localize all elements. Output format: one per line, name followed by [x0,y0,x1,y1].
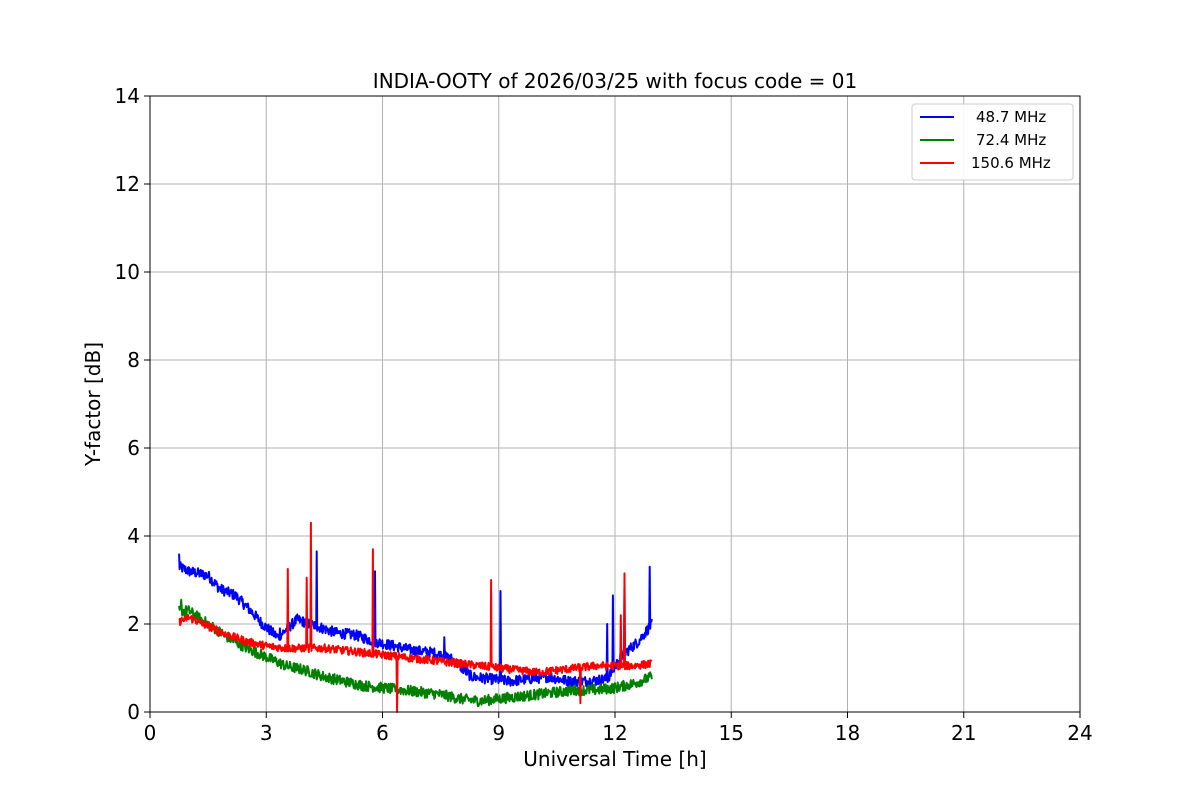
y-tick-label: 6 [127,436,140,460]
series-line [178,598,653,708]
y-tick-label: 14 [115,84,140,108]
x-tick-label: 0 [144,721,157,745]
y-tick-label: 2 [127,612,140,636]
series-layer [178,521,653,713]
x-tick-label: 3 [260,721,273,745]
legend-label-48-7: 48.7 MHz [976,108,1046,126]
legend-label-72-4: 72.4 MHz [976,131,1046,149]
series-line [178,550,653,688]
y-axis-label: Y-factor [dB] [81,342,105,467]
series-48-7-mhz [178,550,653,688]
legend-label-150-6: 150.6 MHz [971,154,1051,172]
x-tick-label: 6 [376,721,389,745]
series-72-4-mhz [178,598,653,708]
series-line [178,521,653,713]
legend-box [911,103,1074,181]
y-tick-label: 8 [127,348,140,372]
x-tick-label: 9 [492,721,505,745]
chart-title: INDIA-OOTY of 2026/03/25 with focus code… [373,69,857,93]
x-tick-label: 21 [951,721,976,745]
y-tick-label: 4 [127,524,140,548]
x-tick-label: 24 [1067,721,1092,745]
y-tick-label: 0 [127,700,140,724]
y-tick-label: 10 [115,260,140,284]
y-tick-label: 12 [115,172,140,196]
x-tick-label: 18 [835,721,860,745]
legend: 48.7 MHz 72.4 MHz 150.6 MHz [911,103,1074,181]
x-tick-label: 15 [719,721,744,745]
series-150-6-mhz [178,521,653,713]
x-axis-label: Universal Time [h] [523,747,706,771]
x-tick-label: 12 [602,721,627,745]
